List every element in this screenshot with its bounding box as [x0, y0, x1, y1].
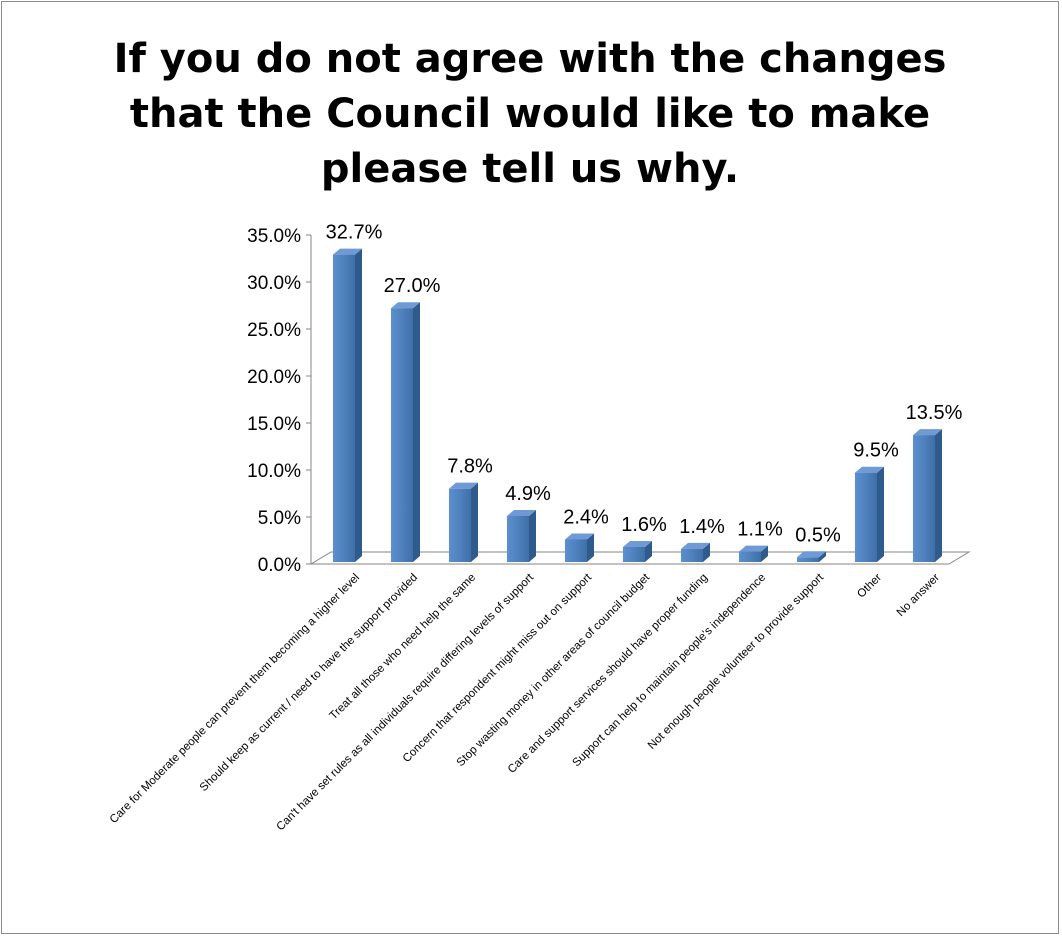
bar-front: [507, 515, 529, 562]
bar-side: [413, 302, 420, 562]
bar-side: [761, 545, 768, 562]
bar: [797, 551, 826, 562]
bar: [449, 482, 478, 562]
bar-side: [877, 466, 884, 562]
bar-front: [797, 557, 819, 562]
bar: [681, 542, 710, 562]
bar-side: [703, 542, 710, 562]
bar-top: [623, 540, 652, 547]
bar-front: [333, 254, 355, 562]
bar-top: [449, 482, 478, 489]
category-label: Support can help to maintain people's in…: [570, 572, 768, 770]
y-tick-label: 20.0%: [247, 367, 301, 388]
data-label: 1.4%: [679, 516, 725, 538]
category-label: No answer: [895, 572, 942, 619]
bar: [855, 466, 884, 562]
bar-side: [645, 540, 652, 562]
y-tick-label: 10.0%: [247, 461, 301, 482]
bar-top: [391, 302, 420, 309]
bar-front: [681, 548, 703, 562]
bar: [391, 302, 420, 562]
category-label: Care and support services should have pr…: [506, 572, 710, 776]
bar-side: [355, 248, 362, 562]
bar-top: [739, 545, 768, 552]
bar-front: [623, 546, 645, 562]
category-label: Should keep as current / need to have th…: [198, 572, 420, 794]
chart-bars: [333, 248, 942, 562]
bar-top: [333, 248, 362, 255]
bar-front: [391, 308, 413, 562]
bar: [333, 248, 362, 562]
bar-side: [819, 551, 826, 562]
data-label: 32.7%: [326, 222, 383, 244]
category-label: Other: [855, 572, 884, 601]
data-label: 4.9%: [505, 483, 551, 505]
bar-side: [471, 482, 478, 562]
bar: [623, 540, 652, 562]
chart-axes: 0.0% 5.0% 10.0% 15.0% 20.0% 25.0% 30.0% 35.0%: [247, 226, 971, 576]
bar-front: [855, 472, 877, 562]
bar-front: [449, 488, 471, 562]
bar-side: [935, 429, 942, 562]
bar: [507, 509, 536, 562]
bar-front: [739, 551, 761, 562]
bar-top: [565, 533, 594, 540]
bar-side: [587, 533, 594, 562]
bar-side: [529, 509, 536, 562]
bar-front: [913, 435, 935, 562]
data-label: 1.1%: [737, 519, 783, 541]
x-axis-floor: [309, 551, 971, 565]
data-label: 2.4%: [563, 506, 609, 528]
y-tick-label: 15.0%: [247, 414, 301, 435]
bar-top: [507, 509, 536, 516]
bar: [913, 429, 942, 562]
data-label: 0.5%: [795, 524, 841, 546]
data-label: 7.8%: [447, 456, 493, 478]
y-tick-label: 30.0%: [247, 273, 301, 294]
data-label: 27.0%: [384, 275, 441, 297]
data-label: 9.5%: [853, 440, 899, 462]
category-label: Stop wasting money in other areas of cou…: [455, 571, 653, 769]
y-tick-label: 5.0%: [258, 508, 301, 529]
y-tick-label: 0.0%: [258, 555, 301, 576]
bar: [739, 545, 768, 562]
y-tick-label: 35.0%: [247, 226, 301, 247]
bar-top: [855, 466, 884, 473]
bar-top: [681, 542, 710, 549]
bar-top: [913, 429, 942, 436]
data-label: 1.6%: [621, 514, 667, 536]
data-label: 13.5%: [906, 402, 963, 424]
bar-front: [565, 539, 587, 562]
y-tick-label: 25.0%: [247, 320, 301, 341]
bar-top: [797, 551, 826, 558]
chart-title: If you do not agree with the changes tha…: [113, 36, 947, 192]
bar: [565, 533, 594, 562]
